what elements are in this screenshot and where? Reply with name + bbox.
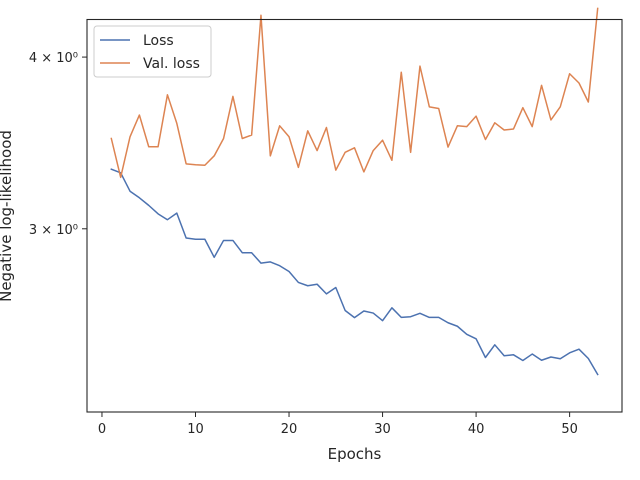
series-line-2 <box>110 7 599 179</box>
legend-label-1: Loss <box>143 33 174 49</box>
x-tick-label: 40 <box>468 422 485 437</box>
y-tick-label: 3 × 10⁰ <box>29 223 78 238</box>
x-tick-label: 30 <box>374 422 391 437</box>
x-axis-label: Epochs <box>328 445 382 463</box>
y-axis-label: Negative log-likelihood <box>0 130 15 302</box>
legend: Loss Val. loss <box>93 25 212 78</box>
y-tick-label: 4 × 10⁰ <box>29 51 78 66</box>
x-tick-label: 10 <box>187 422 204 437</box>
x-tick-label: 0 <box>98 422 106 437</box>
series-lines <box>110 7 599 376</box>
legend-label-2: Val. loss <box>143 56 200 72</box>
series-line-1 <box>110 168 599 376</box>
plot-frame <box>86 18 623 413</box>
plot-area <box>86 7 623 413</box>
plot-background <box>87 19 622 412</box>
y-axis: 3 × 10⁰ 4 × 10⁰ <box>29 51 87 238</box>
x-axis: 0 10 20 30 40 50 <box>98 412 578 437</box>
x-tick-label: 50 <box>561 422 578 437</box>
legend-box <box>93 25 212 78</box>
x-tick-label: 20 <box>281 422 298 437</box>
